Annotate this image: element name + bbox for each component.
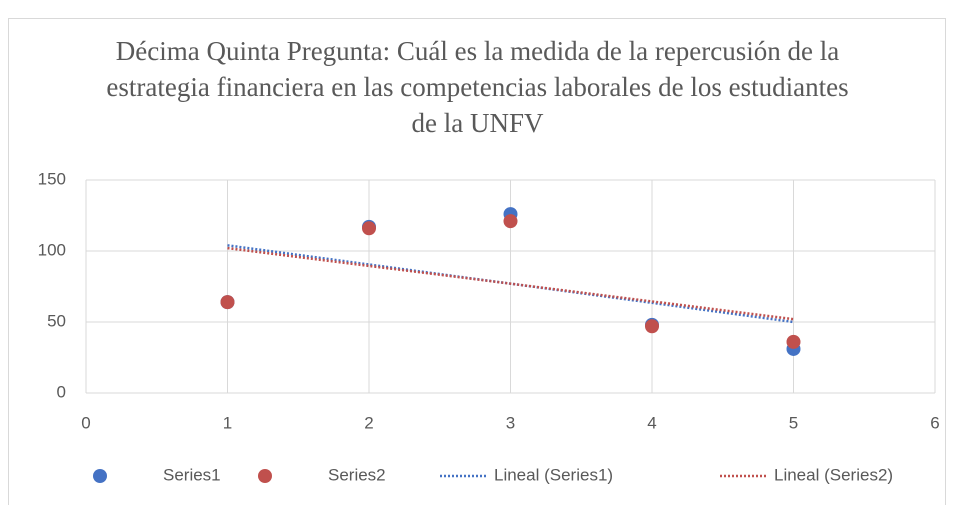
y-tick-label: 100	[38, 240, 66, 259]
legend-swatch	[258, 469, 272, 483]
legend-swatch	[93, 469, 107, 483]
y-tick-label: 50	[47, 311, 66, 330]
point	[220, 295, 235, 310]
x-tick-label: 0	[81, 413, 90, 432]
legend-label: Series2	[328, 465, 386, 484]
point	[362, 221, 376, 236]
chart-title: Décima Quinta Pregunta: Cuál es la medid…	[106, 36, 849, 138]
x-tick-label: 6	[930, 413, 939, 432]
point	[645, 319, 659, 334]
x-tick-label: 2	[364, 413, 373, 432]
y-tick-label: 150	[38, 169, 66, 188]
chart-border	[8, 18, 946, 505]
legend-label: Series1	[163, 465, 221, 484]
x-tick-label: 4	[647, 413, 656, 432]
trendline	[227, 246, 794, 321]
x-tick-label: 3	[506, 413, 515, 432]
x-tick-label: 5	[789, 413, 798, 432]
point	[503, 214, 518, 229]
legend-label: Lineal (Series2)	[774, 465, 893, 484]
legend-label: Lineal (Series1)	[494, 465, 613, 484]
x-tick-label: 1	[223, 413, 232, 432]
y-tick-label: 0	[57, 382, 66, 401]
point	[786, 334, 801, 349]
